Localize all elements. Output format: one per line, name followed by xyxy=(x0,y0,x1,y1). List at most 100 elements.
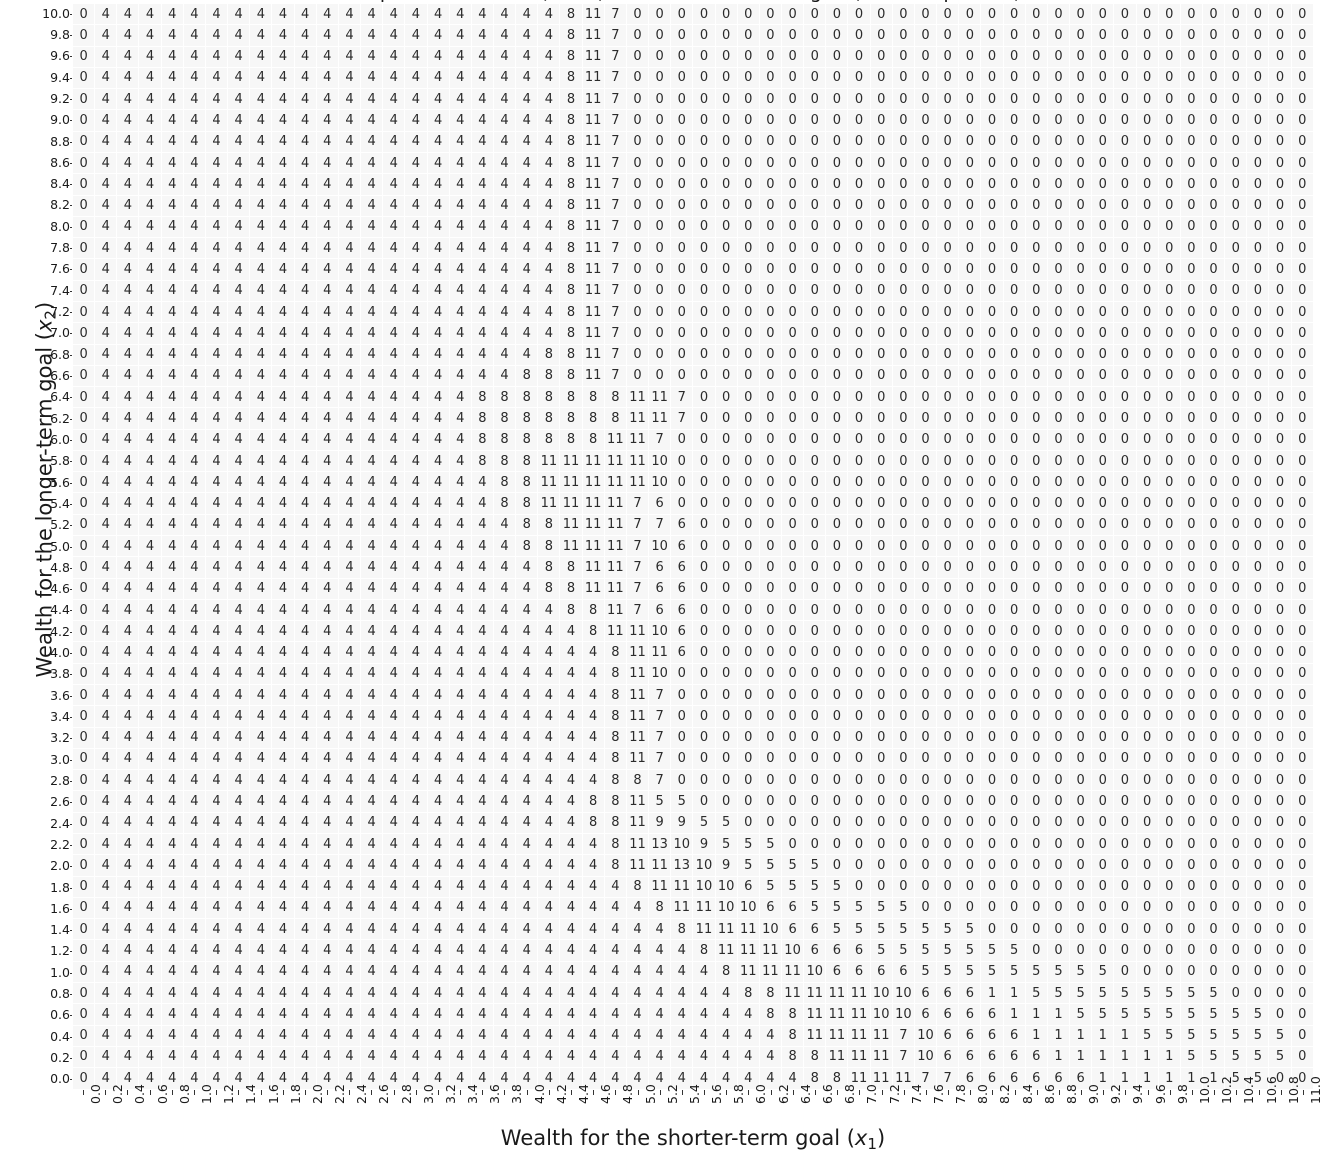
heatmap-cell: 4 xyxy=(361,578,383,599)
heatmap-cell: 0 xyxy=(937,876,959,897)
heatmap-cell: 4 xyxy=(427,259,449,280)
heatmap-cell: 0 xyxy=(892,238,914,259)
heatmap-cell: 0 xyxy=(1092,301,1114,323)
heatmap-cell: 11 xyxy=(582,259,604,280)
heatmap-cell: 0 xyxy=(1136,365,1158,387)
heatmap-cell: 0 xyxy=(1114,855,1136,876)
heatmap-cell: 4 xyxy=(205,110,228,131)
x-tick-label: 6.8 xyxy=(842,1084,858,1104)
heatmap-cell: 0 xyxy=(73,110,95,131)
heatmap-cell: 10 xyxy=(649,663,671,684)
heatmap-cell: 4 xyxy=(427,791,449,812)
heatmap-cell: 0 xyxy=(1092,685,1114,706)
heatmap-cell: 0 xyxy=(959,557,981,578)
heatmap-cell: 4 xyxy=(383,110,405,131)
heatmap-cell: 0 xyxy=(73,748,95,770)
heatmap-cell: 4 xyxy=(649,940,671,961)
heatmap-cell: 6 xyxy=(671,557,693,578)
heatmap-cell: 0 xyxy=(1269,557,1291,578)
heatmap-cell: 4 xyxy=(272,1068,294,1089)
heatmap-cell: 4 xyxy=(538,727,560,748)
heatmap-cell: 5 xyxy=(1158,982,1180,1004)
heatmap-cell: 0 xyxy=(1269,174,1291,195)
heatmap-cell: 4 xyxy=(228,1004,250,1025)
heatmap-cell: 0 xyxy=(937,557,959,578)
heatmap-cell: 6 xyxy=(1003,1025,1025,1046)
heatmap-cell: 4 xyxy=(95,536,117,557)
heatmap-cell: 4 xyxy=(250,812,272,833)
heatmap-cell: 11 xyxy=(538,450,560,472)
heatmap-cell: 4 xyxy=(250,621,272,642)
y-tick-label: 1.8 xyxy=(50,879,70,895)
heatmap-cell: 0 xyxy=(848,685,870,706)
heatmap-cell: 4 xyxy=(361,897,383,919)
heatmap-cell: 0 xyxy=(959,514,981,536)
heatmap-cell: 4 xyxy=(139,770,161,791)
heatmap-row: 0 4 4 4 4 4 4 4 4 4 4 4 4 4 4 4 4 4 4 4 4 4 4 4 8 11 13 10 9 5 5 5 0 0 0 0 0… xyxy=(73,833,1313,855)
heatmap-cell: 8 xyxy=(560,323,582,344)
x-tick-mark xyxy=(948,1090,950,1095)
heatmap-cell: 4 xyxy=(383,67,405,89)
heatmap-cell: 0 xyxy=(1247,578,1269,599)
heatmap-cell: 0 xyxy=(1092,89,1114,110)
heatmap-cell: 11 xyxy=(604,599,626,621)
heatmap-cell: 0 xyxy=(737,259,759,280)
heatmap-cell: 0 xyxy=(1225,429,1247,450)
heatmap-cell: 0 xyxy=(848,216,870,238)
heatmap-cell: 0 xyxy=(626,25,649,46)
heatmap-cell: 0 xyxy=(1047,599,1070,621)
y-tick-label: 8.6 xyxy=(50,154,70,170)
heatmap-cell: 4 xyxy=(405,174,427,195)
heatmap-cell: 0 xyxy=(1291,897,1313,919)
heatmap-cell: 0 xyxy=(1025,642,1047,663)
x-tick-label: 7.2 xyxy=(886,1084,902,1104)
heatmap-cell: 4 xyxy=(626,897,649,919)
heatmap-cell: 0 xyxy=(693,67,715,89)
x-tick-label: 10.4 xyxy=(1241,1076,1257,1104)
heatmap-cell: 0 xyxy=(73,195,95,216)
heatmap-cell: 4 xyxy=(294,110,316,131)
heatmap-cell: 0 xyxy=(870,536,892,557)
heatmap-cell: 0 xyxy=(1158,323,1180,344)
heatmap-cell: 4 xyxy=(516,4,538,25)
heatmap-cell: 0 xyxy=(693,216,715,238)
heatmap-cell: 0 xyxy=(1225,301,1247,323)
heatmap-cell: 0 xyxy=(1047,557,1070,578)
x-tick-mark xyxy=(482,1090,484,1095)
heatmap-cell: 4 xyxy=(117,4,139,25)
heatmap-cell: 0 xyxy=(1136,833,1158,855)
heatmap-cell: 4 xyxy=(338,642,361,663)
heatmap-cell: 4 xyxy=(560,961,582,982)
heatmap-cell: 0 xyxy=(1025,238,1047,259)
heatmap-cell: 4 xyxy=(228,280,250,301)
heatmap-cell: 0 xyxy=(1202,46,1225,67)
heatmap-cell: 4 xyxy=(516,599,538,621)
heatmap-cell: 0 xyxy=(715,365,737,387)
heatmap-cell: 0 xyxy=(1247,89,1269,110)
heatmap-row: 0 4 4 4 4 4 4 4 4 4 4 4 4 4 4 4 4 4 4 4 4 4 4 4 8 11 7 0 0 0 0 0 0 0 0 0 0 0 0… xyxy=(73,685,1313,706)
heatmap-cell: 0 xyxy=(73,131,95,152)
heatmap-cell: 4 xyxy=(228,727,250,748)
heatmap-cell: 0 xyxy=(1180,663,1202,684)
heatmap-cell: 4 xyxy=(427,961,449,982)
heatmap-cell: 0 xyxy=(1202,131,1225,152)
heatmap-cell: 0 xyxy=(1003,344,1025,365)
heatmap-cell: 8 xyxy=(582,429,604,450)
heatmap-cell: 4 xyxy=(338,365,361,387)
heatmap-cell: 4 xyxy=(405,961,427,982)
heatmap-cell: 0 xyxy=(914,259,937,280)
heatmap-cell: 11 xyxy=(626,855,649,876)
heatmap-cell: 4 xyxy=(493,876,516,897)
heatmap-cell: 11 xyxy=(693,897,715,919)
heatmap-cell: 0 xyxy=(715,110,737,131)
heatmap-cell: 0 xyxy=(715,663,737,684)
heatmap-cell: 0 xyxy=(1247,493,1269,514)
heatmap-cell: 0 xyxy=(73,642,95,663)
heatmap-cell: 5 xyxy=(826,876,848,897)
heatmap-cell: 0 xyxy=(1114,919,1136,940)
heatmap-cell: 4 xyxy=(316,301,338,323)
y-tick-label: 9.8 xyxy=(50,26,70,42)
heatmap-cell: 4 xyxy=(516,1004,538,1025)
heatmap-cell: 0 xyxy=(892,791,914,812)
heatmap-cell: 0 xyxy=(981,748,1003,770)
